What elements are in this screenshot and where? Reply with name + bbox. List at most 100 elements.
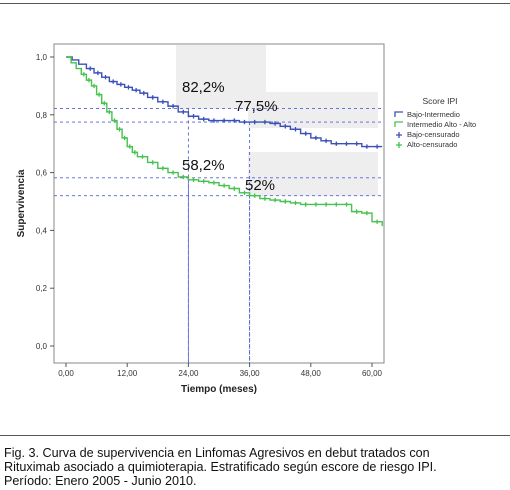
- censor-mark: [110, 79, 116, 84]
- censor-mark: [364, 144, 370, 149]
- y-tick-label: 0,0: [36, 342, 48, 351]
- censor-mark: [112, 118, 117, 123]
- censor-mark: [201, 116, 206, 122]
- legend-entry: Alto-censurado: [407, 140, 457, 149]
- censor-mark: [262, 119, 268, 125]
- censor-mark: [117, 127, 122, 132]
- censor-mark: [133, 88, 139, 93]
- survival-curve-bajo-intermedio: [66, 56, 383, 148]
- x-tick-label: 60,00: [362, 369, 383, 378]
- censor-mark: [262, 196, 268, 201]
- caption-line-2: Rituximab asociado a quimioterapia. Estr…: [4, 460, 437, 474]
- censor-mark: [132, 150, 138, 155]
- censor-mark: [364, 210, 370, 216]
- censor-mark: [293, 127, 298, 132]
- censor-mark: [170, 103, 176, 109]
- legend-entry: Bajo-censurado: [407, 130, 460, 139]
- censor-mark: [141, 90, 146, 96]
- censor-mark: [86, 77, 92, 83]
- y-tick-label: 0,6: [36, 169, 48, 178]
- censor-mark: [344, 202, 349, 207]
- legend-swatch-censor: [396, 142, 402, 148]
- censor-mark: [272, 121, 278, 126]
- censor-mark: [191, 177, 196, 183]
- censor-mark: [150, 95, 155, 100]
- censor-mark: [232, 186, 237, 191]
- censor-mark: [211, 118, 217, 123]
- censor-mark: [122, 135, 127, 141]
- censor-mark: [344, 141, 349, 146]
- legend-entry: Intermedio Alto - Alto: [407, 120, 476, 129]
- censor-mark: [374, 219, 380, 224]
- survival-percent-label: 82,2%: [182, 79, 225, 96]
- censor-mark: [283, 124, 288, 129]
- shade-region: [248, 152, 378, 196]
- censor-mark: [354, 209, 359, 214]
- censor-mark: [242, 119, 247, 125]
- caption-line-1: Fig. 3. Curva de supervivencia en Linfom…: [4, 446, 430, 460]
- survival-curve-intermedio-alto-alto: [66, 56, 383, 227]
- legend-swatch-censor: [396, 132, 402, 138]
- survival-percent-label: 58,2%: [182, 157, 225, 174]
- censor-mark: [221, 118, 227, 123]
- x-tick-label: 12,00: [117, 369, 138, 378]
- censor-mark: [170, 170, 176, 175]
- y-tick-label: 0,4: [36, 226, 48, 235]
- censor-mark: [81, 72, 87, 77]
- censor-mark: [283, 199, 288, 204]
- censor-mark: [88, 66, 93, 71]
- censor-mark: [103, 75, 108, 80]
- censor-mark: [107, 109, 112, 115]
- censor-mark: [323, 202, 329, 207]
- caption-rule: [0, 435, 510, 436]
- x-tick-label: 24,00: [178, 369, 199, 378]
- legend-swatch-line: [394, 121, 403, 127]
- censor-mark: [232, 118, 237, 123]
- x-tick-label: 0,00: [58, 369, 74, 378]
- censor-mark: [160, 166, 166, 171]
- censor-mark: [293, 200, 298, 206]
- censor-mark: [334, 202, 339, 207]
- censor-mark: [181, 109, 186, 115]
- censor-mark: [303, 131, 308, 136]
- censor-mark: [211, 180, 217, 185]
- censor-mark: [102, 101, 107, 106]
- censor-mark: [303, 202, 308, 207]
- censor-mark: [127, 144, 132, 149]
- censor-mark: [252, 119, 257, 125]
- legend-swatch-line: [394, 111, 403, 117]
- censor-mark: [323, 138, 329, 144]
- legend-entry: Bajo-Intermedio: [407, 110, 460, 119]
- x-tick-label: 48,00: [301, 369, 322, 378]
- legend-title: Score IPI: [423, 96, 458, 106]
- y-tick-label: 0,8: [36, 111, 48, 120]
- censor-mark: [334, 141, 339, 146]
- censor-mark: [181, 174, 186, 180]
- censor-mark: [221, 183, 227, 188]
- censor-mark: [252, 193, 257, 198]
- censor-mark: [191, 114, 196, 119]
- x-axis-label: Tiempo (meses): [181, 384, 257, 395]
- censor-mark: [313, 202, 319, 207]
- censor-mark: [354, 141, 359, 146]
- censor-mark: [374, 144, 380, 149]
- top-rule: [0, 3, 510, 4]
- x-tick-label: 36,00: [240, 369, 261, 378]
- survival-chart: 0,0 0,2 0,4 0,6 0,8 1,0 0,00 12,00 24,00 36,00 48,…: [16, 43, 476, 395]
- censor-mark: [272, 197, 278, 203]
- censor-mark: [91, 83, 97, 89]
- censor-mark: [150, 160, 155, 165]
- y-tick-label: 0,2: [36, 284, 48, 293]
- caption-line-3: Período: Enero 2005 - Junio 2010.: [4, 474, 197, 488]
- survival-percent-label: 77,5%: [235, 98, 278, 115]
- censor-mark: [118, 82, 124, 87]
- censor-mark: [126, 85, 131, 90]
- censor-mark: [313, 135, 319, 141]
- figure-caption: Fig. 3. Curva de supervivencia en Linfom…: [4, 446, 508, 488]
- censor-mark: [160, 99, 166, 104]
- censor-mark: [201, 179, 206, 184]
- y-tick-label: 1,0: [36, 53, 48, 62]
- censor-mark: [242, 190, 247, 196]
- censor-mark: [140, 154, 145, 159]
